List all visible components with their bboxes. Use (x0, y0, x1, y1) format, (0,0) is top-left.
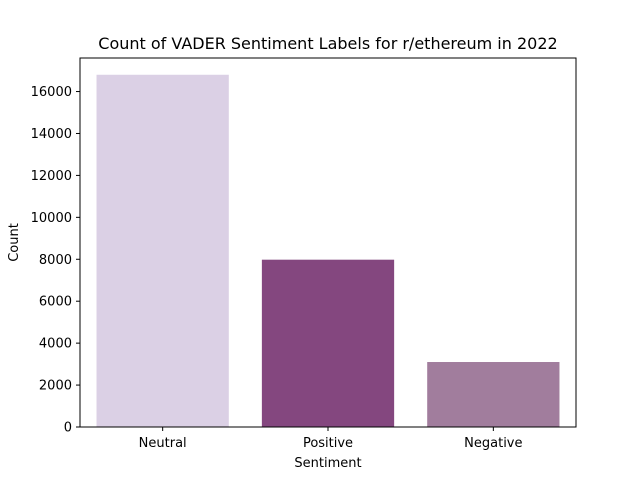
y-tick-label: 2000 (39, 379, 72, 394)
plot-frame (79, 57, 577, 428)
x-axis: Neutral Positive Negative (139, 427, 523, 451)
chart-title: Count of VADER Sentiment Labels for r/et… (98, 34, 557, 53)
y-tick-label: 0 (64, 421, 72, 436)
y-tick-label: 12000 (31, 169, 72, 184)
x-tick-label: Positive (303, 436, 353, 451)
bar-negative (427, 362, 560, 427)
y-axis-label: Count (7, 223, 22, 262)
y-tick-label: 10000 (31, 211, 72, 226)
y-tick-label: 6000 (39, 295, 72, 310)
x-tick-label: Negative (464, 436, 522, 451)
x-axis-label: Sentiment (294, 456, 361, 471)
y-tick-label: 4000 (39, 337, 72, 352)
bars-group (96, 74, 560, 428)
bar-positive (261, 259, 395, 427)
x-tick-label: Neutral (139, 436, 187, 451)
y-tick-label: 14000 (31, 127, 72, 142)
y-tick-label: 16000 (31, 85, 72, 100)
y-tick-label: 8000 (39, 253, 72, 268)
bar-neutral (96, 74, 229, 428)
y-axis: 0 2000 4000 6000 8000 10000 12000 14000 16000 (31, 85, 80, 436)
